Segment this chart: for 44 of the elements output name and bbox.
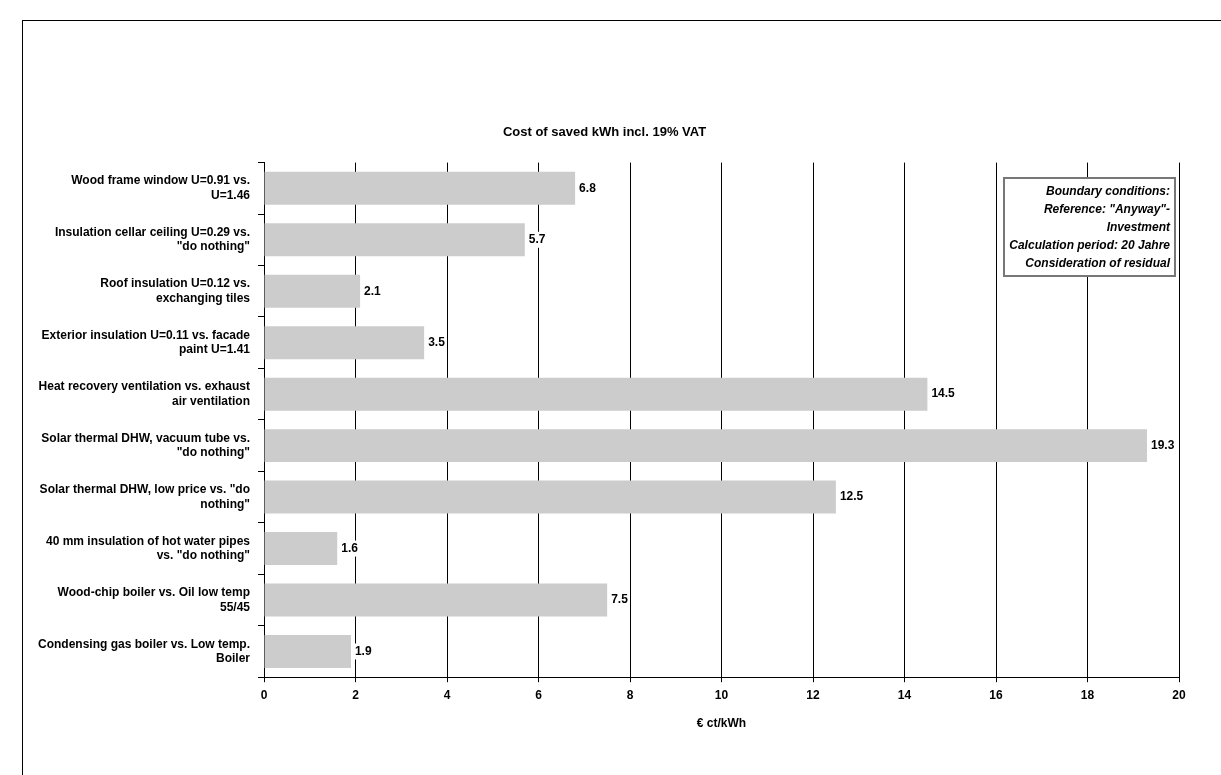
data-label: 3.5 (428, 335, 446, 350)
y-tick-label: 40 mm insulation of hot water pipes vs. "do nothing" (46, 533, 251, 563)
x-tick-label: 10 (714, 687, 729, 702)
x-tick-label: 20 (1172, 687, 1186, 702)
bar (264, 480, 836, 514)
x-tick-label: 18 (1080, 687, 1095, 702)
y-tick-label: Insulation cellar ceiling U=0.29 vs. "do nothing" (54, 224, 251, 254)
annotation: Boundary conditions: Reference: "Anyway"- Investment Calculation period: 20 Jahre Consideration of residual (1003, 176, 1176, 277)
bar (264, 532, 338, 566)
bar (264, 635, 351, 668)
bar (264, 326, 425, 360)
bar (264, 274, 361, 308)
data-label: 2.1 (364, 283, 382, 298)
x-tick-label: 12 (806, 687, 821, 702)
data-label: 6.8 (579, 180, 597, 195)
y-tick-label: Condensing gas boiler vs. Low temp. Boiler (38, 636, 251, 665)
y-tick-label: Wood-chip boiler vs. Oil low temp 55/45 (57, 585, 251, 614)
data-label: 19.3 (1150, 437, 1175, 452)
x-tick-label: 16 (989, 687, 1003, 702)
bar (264, 223, 525, 257)
data-label: 1.6 (341, 540, 359, 555)
x-axis-title: € ct/kWh (696, 716, 747, 731)
x-tick-label: 0 (260, 687, 268, 702)
bar (264, 429, 1147, 463)
x-tick-label: 8 (626, 687, 634, 702)
chart-title: Cost of saved kWh incl. 19% VAT (502, 124, 707, 140)
y-tick-label: Wood frame window U=0.91 vs. U=1.46 (71, 173, 251, 202)
y-tick-label: Roof insulation U=0.12 vs. exchanging tiles (100, 276, 251, 305)
data-label: 1.9 (354, 643, 372, 658)
x-tick-label: 4 (443, 687, 451, 702)
data-label: 7.5 (611, 592, 629, 607)
x-tick-label: 14 (897, 687, 912, 702)
data-label: 5.7 (528, 232, 546, 247)
y-tick-label: Solar thermal DHW, low price vs. "do nothing" (39, 482, 251, 511)
bar (264, 583, 608, 617)
y-tick-label: Heat recovery ventilation vs. exhaust air ventilation (38, 379, 251, 408)
data-label: 12.5 (839, 489, 864, 504)
x-tick-label: 2 (352, 687, 360, 702)
bar (264, 171, 576, 205)
y-tick-label: Exterior insulation U=0.11 vs. facade paint U=1.41 (41, 327, 251, 357)
data-label: 14.5 (931, 386, 956, 401)
bar (264, 377, 928, 411)
y-tick-label: Solar thermal DHW, vacuum tube vs. "do nothing" (41, 430, 251, 460)
x-tick-label: 6 (535, 687, 543, 702)
